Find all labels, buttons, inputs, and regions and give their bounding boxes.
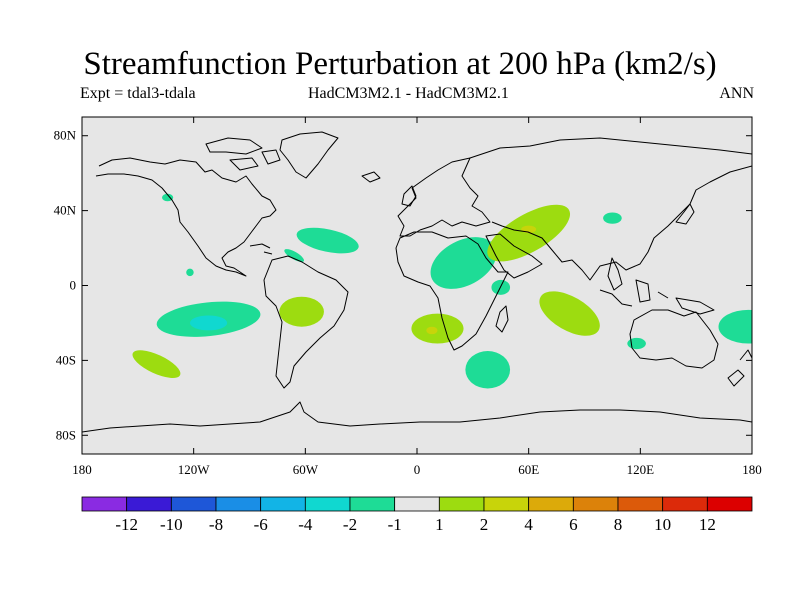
lat-tick-label: 40S: [56, 352, 76, 367]
colorbar-label: -12: [115, 515, 138, 534]
map-background: [82, 117, 752, 454]
colorbar-swatch: [81, 496, 128, 512]
lon-tick-label: 120E: [627, 462, 655, 477]
colorbar-swatch: [215, 496, 262, 512]
anomaly-region: [186, 268, 194, 277]
coastline-arabia: [485, 233, 543, 279]
coastline-caribbean: [249, 243, 273, 255]
anomaly-region: [430, 237, 497, 289]
colorbar-label: -2: [343, 515, 357, 534]
anomaly-region: [603, 212, 622, 224]
colorbar-label: 10: [654, 515, 671, 534]
anomaly-region: [162, 193, 174, 202]
anomaly-region: [189, 315, 228, 331]
colorbar-label: 8: [614, 515, 623, 534]
anomaly-region: [411, 313, 464, 344]
model-comparison-label: HadCM3M2.1 - HadCM3M2.1: [308, 85, 509, 102]
colorbar-label: 6: [569, 515, 578, 534]
experiment-label: Expt = tdal3-tdala: [80, 85, 196, 102]
anomaly-region: [296, 227, 359, 254]
anomaly-region: [718, 309, 752, 344]
colorbar-swatch: [170, 496, 217, 512]
coastline-new-zealand: [727, 349, 752, 387]
anomaly-region: [132, 350, 181, 379]
anomaly-region: [279, 296, 324, 327]
coastline-greenland: [279, 131, 339, 179]
coastline-arctic-islands: [205, 137, 281, 171]
colorbar: -12 -10 -8 -6 -4 -2 -1 1 2 4 6 8 10 12: [81, 496, 753, 534]
axis-ticks: 80N 40N 0 40S 80S 180 120W 60W 0 60E 120E 180: [54, 117, 762, 477]
anomaly-regions: [132, 193, 752, 389]
colorbar-label: -6: [254, 515, 268, 534]
lon-tick-label: 180: [742, 462, 762, 477]
coastline-iceland: [361, 171, 381, 183]
colorbar-label: -10: [160, 515, 183, 534]
coastline-north-america: [95, 157, 277, 277]
coastline-madagascar: [495, 305, 509, 333]
coastline-uk: [401, 185, 417, 207]
colorbar-swatch: [528, 496, 574, 512]
colorbar-label: 4: [524, 515, 533, 534]
anomaly-region: [539, 291, 600, 336]
coastline-australia: [629, 309, 719, 369]
colorbar-label: -1: [388, 515, 402, 534]
lon-tick-label: 180: [72, 462, 92, 477]
colorbar-swatch: [483, 496, 530, 512]
colorbar-label: 12: [699, 515, 716, 534]
map-title: Streamfunction Perturbation at 200 hPa (…: [83, 46, 717, 82]
lon-tick-label: 120W: [178, 462, 211, 477]
lon-tick-label: 60W: [293, 462, 319, 477]
lat-tick-label: 80N: [54, 128, 77, 143]
colorbar-swatch: [706, 496, 753, 512]
coastline-maritime-continent: [599, 279, 715, 315]
coastline-europe: [397, 157, 491, 237]
coastlines: [82, 131, 752, 433]
coastline-japan: [675, 203, 695, 225]
colorbar-swatch: [126, 496, 172, 512]
coastline-asia: [469, 137, 752, 281]
colorbar-swatch: [438, 496, 485, 512]
season-label: ANN: [719, 85, 754, 102]
colorbar-swatch: [349, 496, 396, 512]
colorbar-swatch: [304, 496, 351, 512]
colorbar-label: 1: [435, 515, 444, 534]
lat-tick-label: 40N: [54, 203, 77, 218]
anomaly-region: [627, 337, 646, 350]
colorbar-swatch: [662, 496, 708, 512]
coastline-south-america: [263, 255, 349, 389]
lat-tick-label: 80S: [56, 427, 76, 442]
lon-tick-label: 60E: [518, 462, 539, 477]
coastline-antarctica: [82, 401, 752, 433]
colorbar-swatch: [394, 496, 440, 512]
colorbar-swatch: [572, 496, 619, 512]
colorbar-swatch: [260, 496, 306, 512]
colorbar-label: -8: [209, 515, 223, 534]
coastline-africa: [395, 231, 509, 351]
colorbar-label: 2: [480, 515, 489, 534]
colorbar-swatch: [617, 496, 664, 512]
anomaly-region: [426, 326, 438, 335]
colorbar-label: -4: [298, 515, 313, 534]
lat-tick-label: 0: [70, 278, 77, 293]
coastline-indochina: [607, 257, 623, 291]
lon-tick-label: 0: [414, 462, 421, 477]
anomaly-region: [465, 351, 511, 389]
anomaly-region: [284, 249, 305, 263]
anomaly-region: [487, 204, 571, 262]
